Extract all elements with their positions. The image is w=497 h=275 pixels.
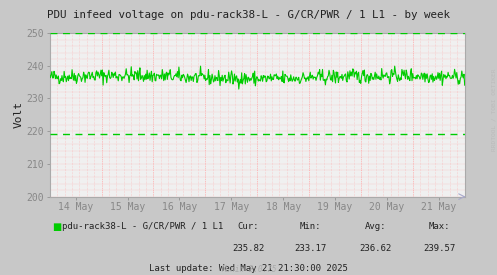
Text: Munin 2.0.75: Munin 2.0.75 (221, 265, 276, 274)
Text: Max:: Max: (429, 222, 451, 231)
Text: RRDTOOL / TOBI OETIKER: RRDTOOL / TOBI OETIKER (491, 69, 496, 151)
Text: 235.82: 235.82 (233, 244, 264, 253)
Text: Min:: Min: (300, 222, 322, 231)
Text: Cur:: Cur: (238, 222, 259, 231)
Text: pdu-rack38-L - G/CR/PWR / 1 L1: pdu-rack38-L - G/CR/PWR / 1 L1 (62, 222, 223, 231)
Text: ■: ■ (52, 222, 62, 232)
Text: Avg:: Avg: (364, 222, 386, 231)
Text: 236.62: 236.62 (359, 244, 391, 253)
Y-axis label: Volt: Volt (14, 101, 24, 128)
Text: Last update: Wed May 21 21:30:00 2025: Last update: Wed May 21 21:30:00 2025 (149, 264, 348, 273)
Text: 233.17: 233.17 (295, 244, 327, 253)
Text: 239.57: 239.57 (424, 244, 456, 253)
Text: PDU infeed voltage on pdu-rack38-L - G/CR/PWR / 1 L1 - by week: PDU infeed voltage on pdu-rack38-L - G/C… (47, 10, 450, 20)
